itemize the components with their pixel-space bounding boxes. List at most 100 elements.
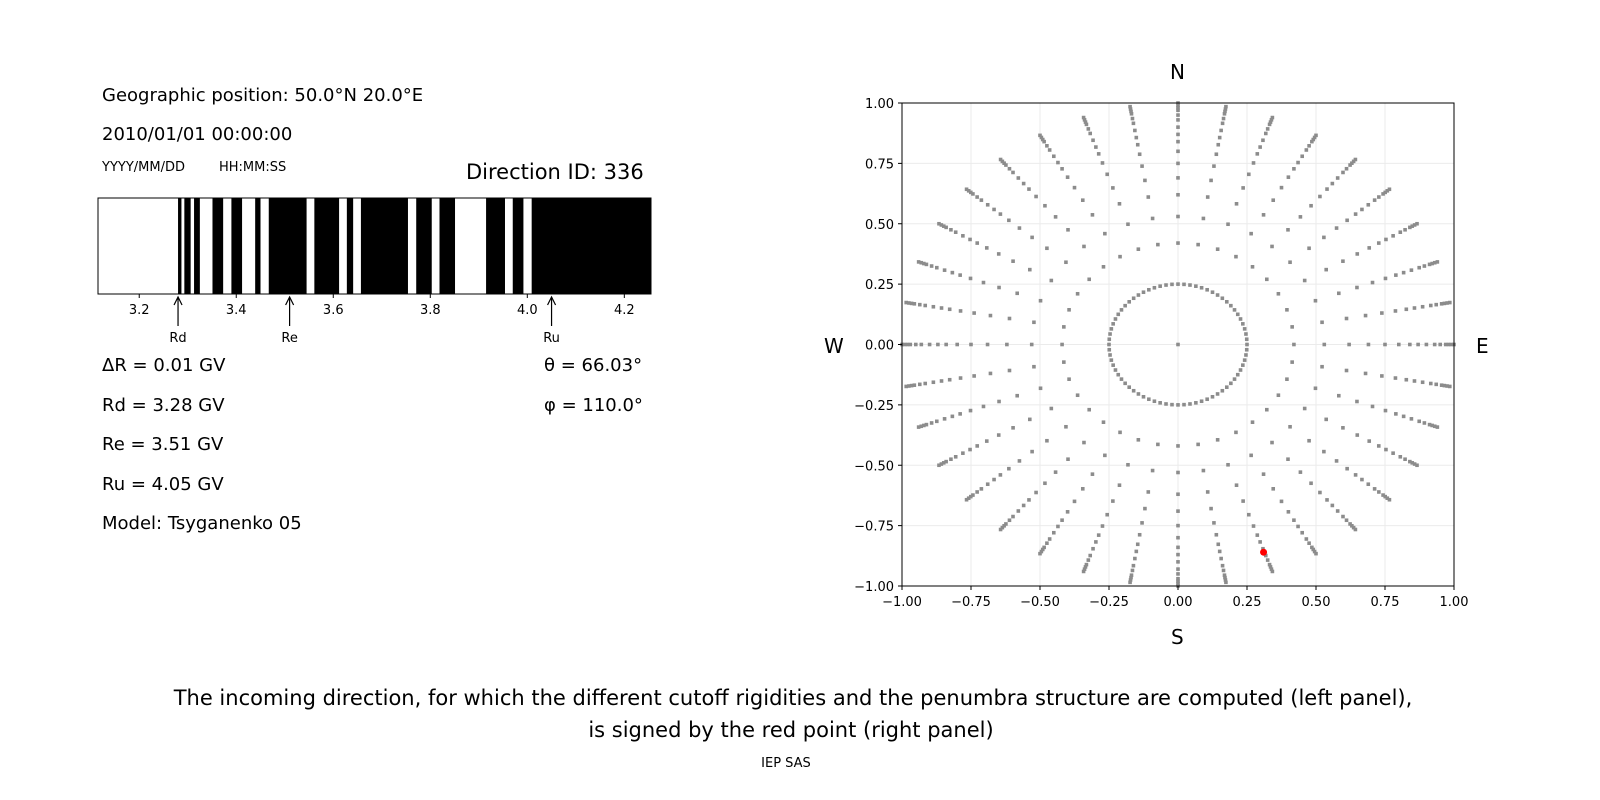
data-point	[939, 379, 944, 383]
data-point	[1391, 234, 1395, 238]
data-point	[1146, 490, 1151, 494]
data-point	[1215, 247, 1220, 251]
data-point	[1127, 300, 1132, 304]
data-point	[955, 342, 959, 347]
data-point	[1270, 244, 1274, 249]
data-point	[1250, 420, 1255, 424]
data-point	[1263, 553, 1268, 558]
data-point	[1304, 537, 1309, 541]
data-point	[1250, 265, 1255, 269]
data-point	[949, 227, 953, 232]
data-point	[1212, 164, 1216, 168]
data-point	[1002, 161, 1006, 166]
data-point	[1439, 302, 1444, 306]
data-point	[1131, 388, 1136, 393]
data-point	[1032, 364, 1036, 369]
data-point	[1205, 490, 1210, 494]
data-point	[1307, 246, 1311, 251]
data-point	[1002, 523, 1006, 528]
data-point	[1219, 556, 1223, 561]
data-point	[1111, 186, 1115, 190]
data-point	[1415, 221, 1419, 226]
data-point	[1053, 215, 1058, 219]
data-point	[1080, 198, 1085, 202]
data-point	[917, 302, 922, 307]
data-point	[1244, 337, 1249, 342]
data-point	[1367, 439, 1372, 443]
data-point	[1270, 115, 1275, 120]
data-point	[1345, 466, 1349, 471]
data-point	[953, 230, 958, 235]
data-point	[1246, 512, 1251, 517]
data-point	[1176, 149, 1180, 154]
data-point	[968, 447, 972, 452]
caption-line-2: is signed by the red point (right panel)	[588, 718, 994, 742]
data-point	[919, 260, 924, 265]
data-point	[1325, 187, 1329, 191]
data-point	[949, 457, 953, 462]
data-point	[1261, 213, 1266, 217]
data-point	[1285, 377, 1289, 381]
data-point	[1376, 241, 1381, 245]
data-point	[1007, 368, 1012, 373]
data-point	[1118, 254, 1122, 259]
data-point	[1432, 424, 1437, 429]
penumbra-allowed-band	[523, 198, 532, 294]
scatter-y-tick-label: 0.00	[865, 339, 894, 354]
data-point	[981, 404, 986, 409]
data-point	[1094, 540, 1098, 544]
data-point	[1420, 304, 1425, 309]
direction-id: Direction ID: 336	[466, 160, 644, 184]
data-point	[1223, 575, 1227, 580]
data-point	[1221, 568, 1226, 573]
data-point	[1242, 327, 1247, 331]
data-point	[1094, 145, 1098, 149]
data-point	[1265, 558, 1270, 562]
data-point	[941, 224, 946, 228]
data-point	[1056, 160, 1060, 165]
data-point	[1103, 231, 1107, 236]
data-point	[969, 190, 973, 195]
data-point	[1176, 139, 1180, 144]
data-point	[1182, 282, 1186, 287]
data-point	[1422, 421, 1427, 425]
data-point	[1081, 115, 1086, 120]
data-point	[1045, 144, 1049, 148]
data-point	[975, 444, 980, 448]
scatter-y-tick-label: 0.50	[865, 218, 894, 233]
data-point	[1404, 307, 1409, 312]
data-point	[1263, 131, 1268, 136]
data-point	[1011, 426, 1015, 430]
data-point	[1318, 194, 1322, 199]
penumbra-allowed-band	[504, 198, 513, 294]
scatter-x-tick-label: 1.00	[1440, 595, 1469, 610]
scatter-y-tick-label: −1.00	[854, 580, 894, 595]
data-point	[971, 192, 975, 196]
data-point	[1307, 541, 1311, 545]
data-point	[1286, 457, 1290, 461]
data-point	[1126, 462, 1130, 467]
data-point	[917, 382, 922, 387]
data-point	[1383, 190, 1387, 195]
data-point	[1176, 192, 1180, 197]
data-point	[1345, 218, 1349, 223]
data-point	[1385, 189, 1390, 193]
data-point	[947, 377, 952, 382]
penumbra-allowed-band	[339, 198, 347, 294]
data-point	[1111, 499, 1115, 503]
penumbra-allowed-band	[431, 198, 440, 294]
data-point	[1313, 386, 1318, 391]
data-point	[1134, 135, 1139, 140]
data-point	[1045, 246, 1049, 251]
data-point	[1330, 503, 1335, 508]
data-point	[1229, 381, 1233, 386]
data-point	[996, 433, 1001, 437]
data-point	[1422, 264, 1427, 268]
data-point	[1196, 442, 1200, 447]
data-point	[922, 423, 926, 428]
data-point	[1377, 195, 1381, 199]
data-point	[1288, 260, 1292, 265]
data-point	[1415, 463, 1419, 468]
penumbra-allowed-band	[223, 198, 232, 294]
data-point	[1176, 572, 1180, 576]
